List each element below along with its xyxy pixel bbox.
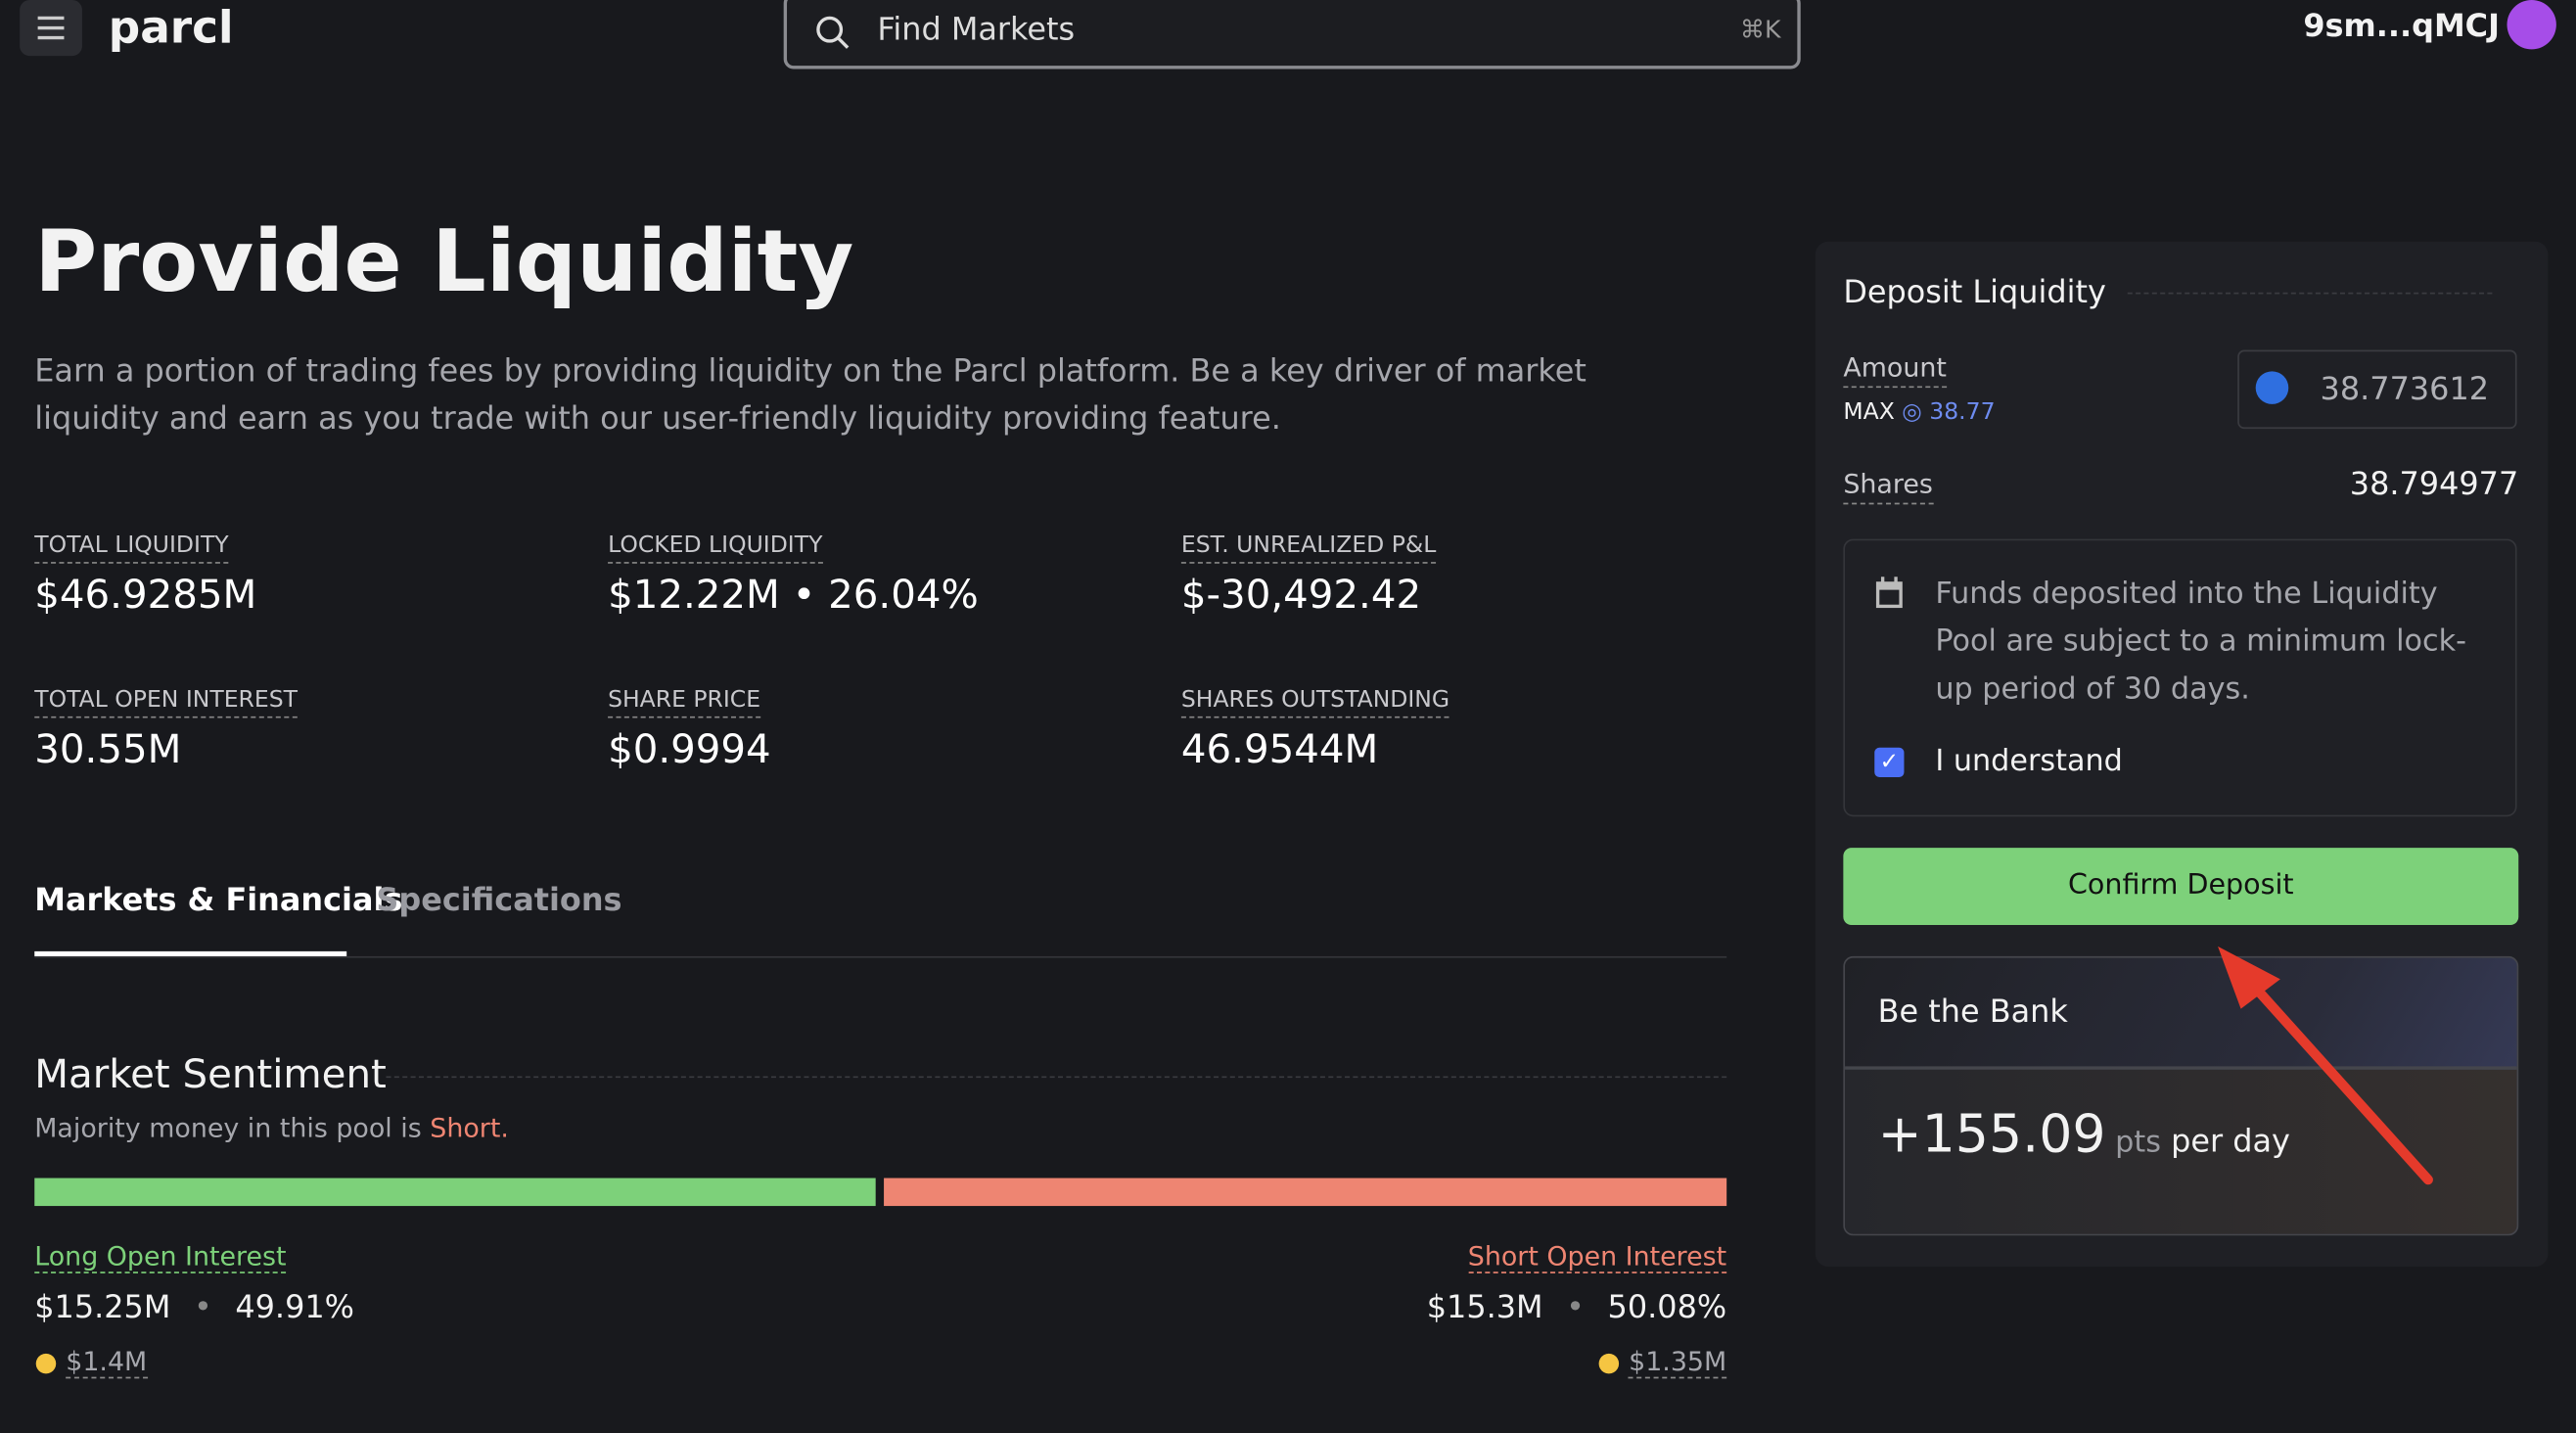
- logo[interactable]: parcl: [108, 3, 234, 55]
- short-bar: [884, 1178, 1727, 1207]
- long-label: Long Open Interest: [34, 1240, 287, 1273]
- promo-card: Be the Bank +155.09 pts per day: [1843, 955, 2519, 1236]
- menu-icon: [37, 16, 65, 40]
- stat-value: 30.55M: [34, 725, 182, 772]
- stat-label: LOCKED LIQUIDITY: [608, 532, 823, 564]
- promo-title: Be the Bank: [1877, 994, 2068, 1031]
- amount-input[interactable]: 38.773612: [2237, 349, 2517, 430]
- search-icon: [816, 16, 850, 49]
- confirm-button[interactable]: Confirm Deposit: [1843, 848, 2519, 926]
- stat-value: $12.22M • 26.04%: [608, 572, 979, 619]
- shares-value: 38.794977: [2349, 466, 2519, 503]
- section-title: Market Sentiment: [34, 1051, 387, 1098]
- search-box[interactable]: Find Markets ⌘K: [783, 0, 1801, 69]
- stat-label: EST. UNREALIZED P&L: [1180, 532, 1437, 564]
- short-sub-value: $1.35M: [1629, 1345, 1727, 1379]
- shares-label: Shares: [1843, 468, 1933, 505]
- tab-active[interactable]: Markets & Financials: [34, 882, 403, 919]
- promo-period: per day: [2171, 1124, 2290, 1161]
- short-percent: 50.08%: [1607, 1289, 1727, 1326]
- menu-button[interactable]: [20, 0, 82, 57]
- search-shortcut: ⌘K: [1739, 15, 1781, 45]
- max-number: 38.77: [1929, 398, 1996, 426]
- page-title: Provide Liquidity: [34, 213, 854, 312]
- tab-underline: [34, 950, 347, 956]
- tab-divider: [34, 955, 1727, 958]
- long-values: $15.25M • 49.91%: [34, 1289, 354, 1326]
- stat-label: SHARE PRICE: [608, 687, 761, 718]
- stat-value: 46.9544M: [1180, 725, 1379, 772]
- notice-text: Funds deposited into the Liquidity Pool …: [1935, 577, 2467, 707]
- subtitle-text: Majority money in this pool is: [34, 1112, 422, 1144]
- checkbox-label[interactable]: I understand: [1935, 744, 2123, 779]
- stat-label: TOTAL OPEN INTEREST: [34, 687, 299, 718]
- max-value: ◎ 38.77: [1902, 398, 1996, 426]
- usdc-icon: [2255, 371, 2289, 404]
- promo-points: +155.09: [1877, 1102, 2106, 1166]
- short-values: $15.3M • 50.08%: [1426, 1289, 1727, 1326]
- promo-unit: pts: [2115, 1125, 2161, 1161]
- long-value: $15.25M: [34, 1289, 171, 1326]
- calendar-icon: [1875, 577, 1903, 609]
- short-label: Short Open Interest: [1467, 1240, 1727, 1273]
- short-value: $15.3M: [1426, 1289, 1543, 1326]
- short-sub: ● $1.35M: [1597, 1345, 1727, 1379]
- max-label: MAX: [1843, 398, 1895, 426]
- search-placeholder: Find Markets: [877, 11, 1076, 48]
- long-percent: 49.91%: [235, 1289, 354, 1326]
- notice-box: Funds deposited into the Liquidity Pool …: [1843, 538, 2517, 817]
- deposit-panel: Deposit Liquidity Amount MAX ◎ 38.77 38.…: [1815, 241, 2549, 1268]
- wallet-address[interactable]: 9sm...qMCJ: [2303, 8, 2500, 45]
- avatar[interactable]: [2507, 0, 2556, 50]
- promo-stat: +155.09 pts per day: [1878, 1102, 2290, 1165]
- sentiment-side: Short.: [430, 1112, 509, 1144]
- long-bar: [34, 1178, 876, 1207]
- max-row[interactable]: MAX ◎ 38.77: [1843, 399, 1995, 426]
- stat-label: TOTAL LIQUIDITY: [34, 532, 229, 564]
- section-rule: [386, 1076, 1727, 1079]
- stat-value: $46.9285M: [34, 572, 257, 619]
- checkbox[interactable]: ✓: [1874, 747, 1905, 777]
- tab[interactable]: Specifications: [376, 882, 622, 919]
- stat-value: $0.9994: [608, 725, 771, 772]
- long-sub-value: $1.4M: [66, 1345, 148, 1379]
- deposit-title: Deposit Liquidity: [1843, 274, 2106, 311]
- amount-value: 38.773612: [2320, 371, 2490, 408]
- amount-label: Amount: [1843, 351, 1947, 389]
- stat-value: $-30,492.42: [1180, 572, 1422, 619]
- description: Earn a portion of trading fees by provid…: [34, 352, 1587, 438]
- coin-icon: ●: [34, 1345, 58, 1377]
- sentiment-subtitle: Majority money in this pool is Short.: [34, 1112, 509, 1143]
- long-sub: ● $1.4M: [34, 1345, 148, 1379]
- title-rule: [2127, 292, 2493, 295]
- stat-label: SHARES OUTSTANDING: [1180, 687, 1450, 718]
- coin-icon: ●: [1597, 1345, 1621, 1377]
